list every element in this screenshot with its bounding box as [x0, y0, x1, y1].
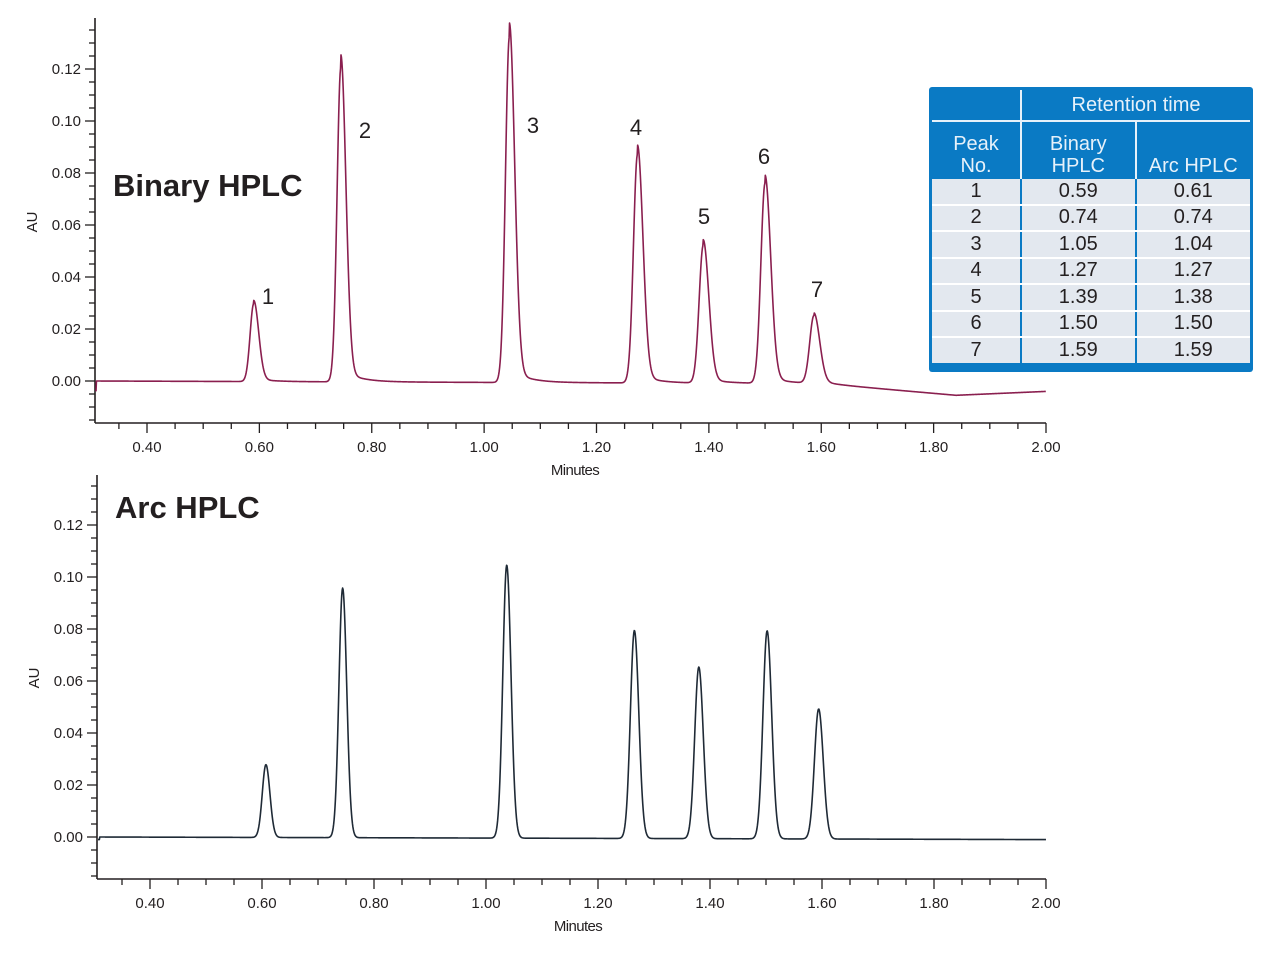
top-chromatogram-trace	[95, 22, 1047, 397]
binary-header-line1: Binary	[1049, 133, 1107, 155]
table-row: 7 1.59 1.59	[932, 337, 1250, 363]
x-tick-label: 1.20	[582, 439, 611, 456]
peak-label: 5	[698, 204, 710, 229]
peak-no-cell: 7	[932, 337, 1022, 363]
x-axis-title: Minutes	[554, 918, 602, 935]
x-axis-title: Minutes	[551, 462, 599, 479]
panel-title: Arc HPLC	[115, 490, 260, 525]
binary-rt-cell: 1.39	[1020, 284, 1136, 312]
y-tick-label: 0.04	[54, 725, 83, 742]
binary-rt-cell: 1.27	[1020, 257, 1136, 285]
binary-rt-cell: 0.74	[1020, 204, 1136, 232]
peak-label: 4	[630, 115, 642, 140]
x-tick-label: 1.20	[583, 895, 612, 912]
x-tick-label: 2.00	[1031, 439, 1060, 456]
peak-no-header: Peak No.	[932, 121, 1021, 179]
x-tick-label: 0.40	[132, 439, 161, 456]
x-tick-label: 0.60	[247, 895, 276, 912]
table-corner	[932, 90, 1022, 122]
peak-no-header-line2: No.	[960, 155, 992, 177]
bottom-chromatogram-panel: 0.00 0.02 0.04 0.06 0.08 0.10 0.12 0.40 0.60 0.80…	[26, 475, 1061, 935]
x-tick-label: 1.00	[471, 895, 500, 912]
y-tick-label: 0.12	[54, 517, 83, 534]
retention-time-table: Retention time Peak No. Binary HPLC Arc …	[929, 87, 1253, 372]
arc-rt-cell: 1.50	[1134, 310, 1250, 338]
y-tick-label: 0.02	[54, 777, 83, 794]
x-tick-label: 2.00	[1031, 895, 1060, 912]
x-tick-label: 1.00	[470, 439, 499, 456]
y-tick-label: 0.06	[54, 673, 83, 690]
y-axis-title: AU	[24, 212, 41, 233]
peak-label: 3	[527, 113, 539, 138]
table-row: 1 0.59 0.61	[932, 179, 1250, 206]
binary-hplc-header: Binary HPLC	[1020, 121, 1136, 179]
x-tick-label: 1.80	[919, 895, 948, 912]
peak-no-cell: 2	[932, 204, 1022, 232]
table-row: 5 1.39 1.38	[932, 284, 1250, 312]
binary-header-line2: HPLC	[1051, 155, 1105, 177]
x-tick-label: 1.60	[807, 439, 836, 456]
x-tick-label: 1.60	[807, 895, 836, 912]
y-tick-label: 0.08	[52, 165, 81, 182]
binary-rt-cell: 0.59	[1020, 179, 1136, 206]
table-row: 3 1.05 1.04	[932, 231, 1250, 259]
y-tick-label: 0.00	[54, 829, 83, 846]
arc-rt-cell: 0.61	[1134, 179, 1250, 206]
peak-no-cell: 1	[932, 179, 1022, 206]
x-tick-label: 1.80	[919, 439, 948, 456]
y-tick-label: 0.10	[52, 113, 81, 130]
peak-label: 2	[359, 118, 371, 143]
peak-no-header-line1: Peak	[953, 133, 999, 155]
y-tick-label: 0.02	[52, 321, 81, 338]
panel-title: Binary HPLC	[113, 168, 302, 203]
binary-rt-cell: 1.59	[1020, 337, 1136, 363]
x-tick-label: 1.40	[695, 895, 724, 912]
table-row: 4 1.27 1.27	[932, 257, 1250, 285]
binary-rt-cell: 1.05	[1020, 231, 1136, 259]
table-row: 6 1.50 1.50	[932, 310, 1250, 338]
arc-rt-cell: 1.59	[1134, 337, 1250, 363]
y-tick-label: 0.00	[52, 373, 81, 390]
y-axis-title: AU	[26, 668, 43, 689]
table-row: 2 0.74 0.74	[932, 204, 1250, 232]
y-tick-label: 0.10	[54, 569, 83, 586]
x-tick-label: 0.40	[135, 895, 164, 912]
y-tick-label: 0.12	[52, 61, 81, 78]
peak-no-cell: 6	[932, 310, 1022, 338]
peak-label: 1	[262, 284, 274, 309]
x-tick-label: 1.40	[694, 439, 723, 456]
arc-rt-cell: 0.74	[1134, 204, 1250, 232]
top-chromatogram-panel: 0.00 0.02 0.04 0.06 0.08 0.10 0.12 0.40 0.60 0.80…	[24, 18, 1061, 479]
retention-time-header: Retention time	[1020, 90, 1250, 122]
arc-rt-cell: 1.04	[1134, 231, 1250, 259]
arc-rt-cell: 1.38	[1134, 284, 1250, 312]
peak-no-cell: 3	[932, 231, 1022, 259]
arc-hplc-header: Arc HPLC	[1134, 121, 1250, 179]
peak-label: 6	[758, 144, 770, 169]
x-tick-label: 0.60	[245, 439, 274, 456]
peak-label: 7	[811, 277, 823, 302]
binary-rt-cell: 1.50	[1020, 310, 1136, 338]
y-tick-label: 0.08	[54, 621, 83, 638]
y-tick-label: 0.06	[52, 217, 81, 234]
arc-rt-cell: 1.27	[1134, 257, 1250, 285]
y-tick-label: 0.04	[52, 269, 81, 286]
bottom-chromatogram-trace	[97, 564, 1047, 841]
x-tick-label: 0.80	[359, 895, 388, 912]
peak-no-cell: 4	[932, 257, 1022, 285]
x-tick-label: 0.80	[357, 439, 386, 456]
peak-no-cell: 5	[932, 284, 1022, 312]
